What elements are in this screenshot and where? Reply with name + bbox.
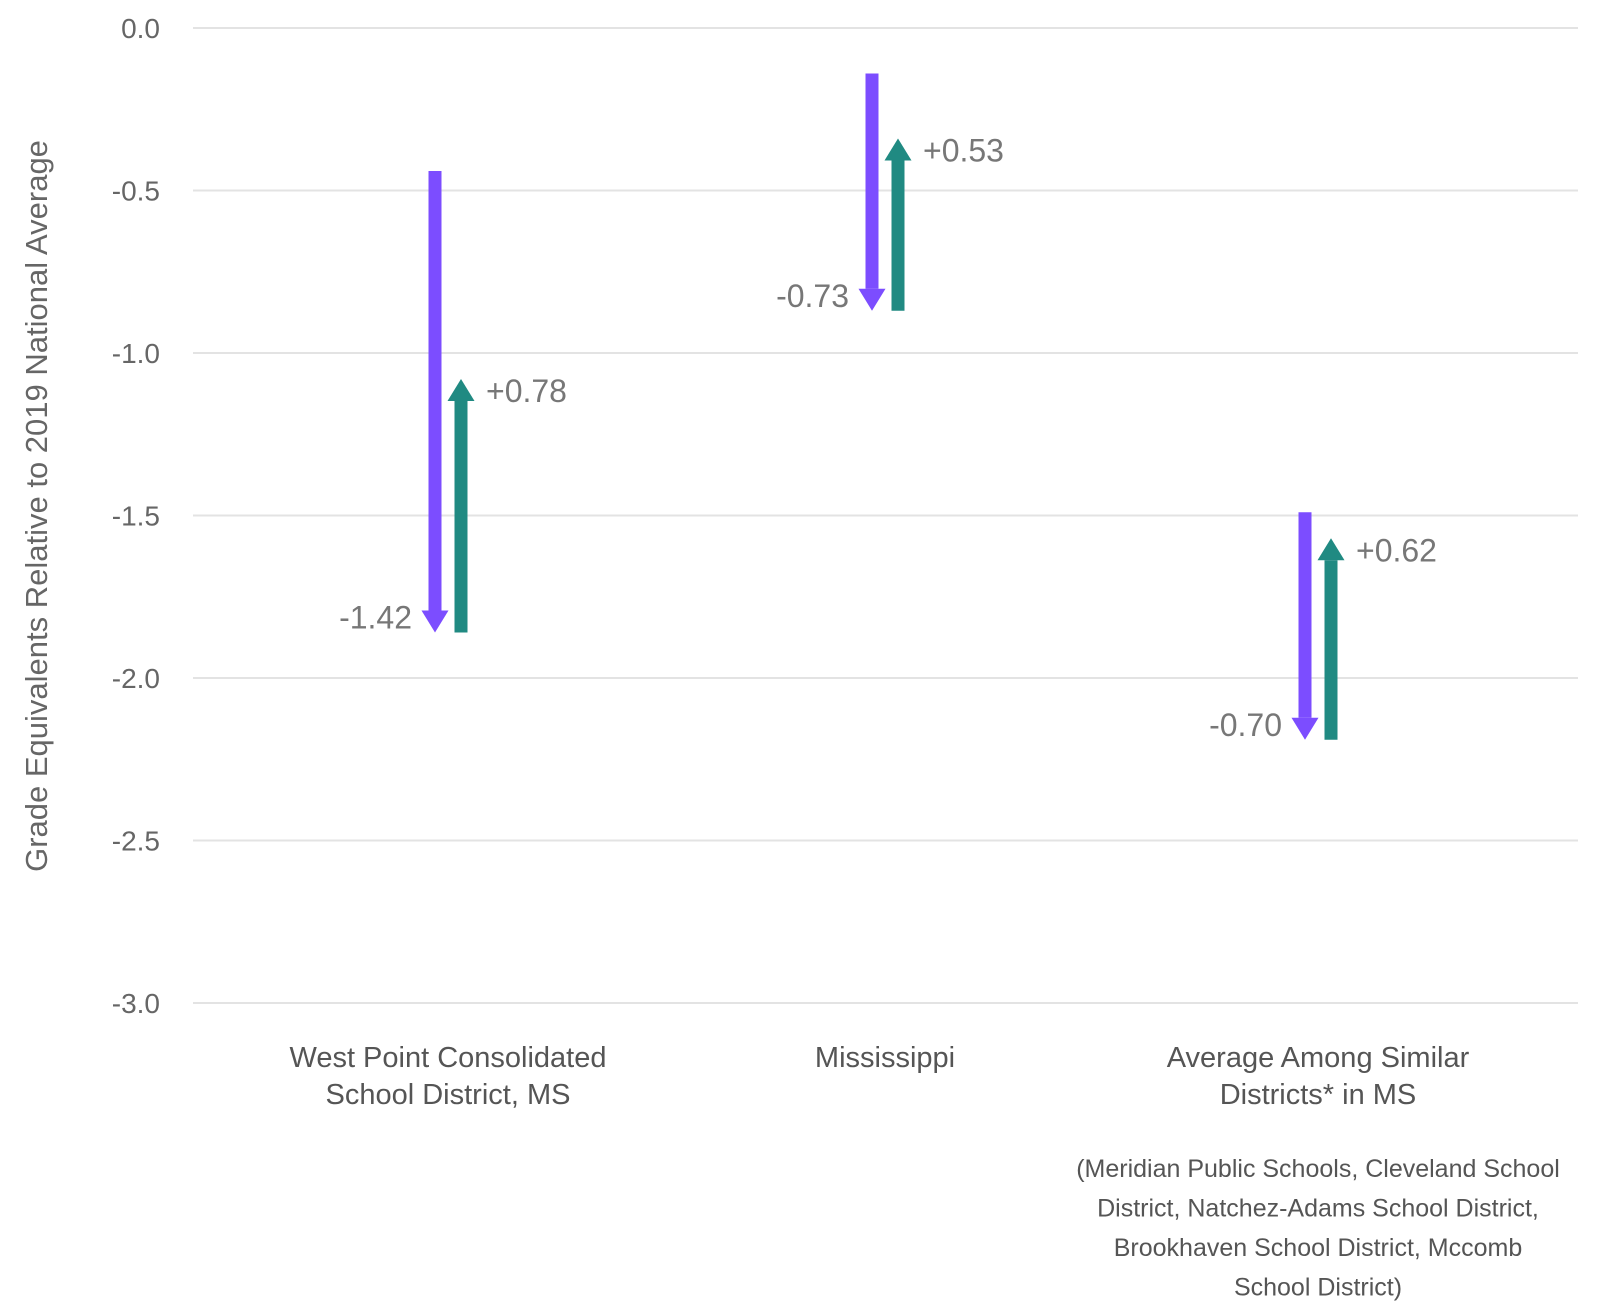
gridlines <box>193 27 1578 1004</box>
y-tick-label: -1.0 <box>112 338 160 369</box>
decline-arrow <box>421 171 449 633</box>
footnote-line: District, Natchez-Adams School District, <box>1097 1195 1539 1223</box>
recovery-value-label: +0.53 <box>923 133 1004 169</box>
recovery-arrow-shaft <box>454 401 468 633</box>
recovery-value-label: +0.78 <box>486 373 567 409</box>
category-labels: West Point Consolidated School District, … <box>289 1042 1469 1111</box>
recovery-arrow-head <box>1317 538 1345 561</box>
decline-arrow <box>1291 512 1319 740</box>
decline-value-label: -0.73 <box>776 278 849 314</box>
footnote: (Meridian Public Schools, Cleveland Scho… <box>1076 1155 1560 1302</box>
decline-arrow-head <box>858 288 886 311</box>
recovery-arrow-shaft <box>1324 560 1338 740</box>
recovery-arrow <box>1317 538 1345 740</box>
arrows: -1.42 +0.78 -0.73 +0.53 -0.70 +0.62 <box>339 73 1437 743</box>
decline-arrow-head <box>1291 717 1319 740</box>
footnote-line: (Meridian Public Schools, Cleveland Scho… <box>1076 1155 1560 1183</box>
y-axis-title: Grade Equivalents Relative to 2019 Natio… <box>19 140 54 872</box>
y-tick-label: -2.0 <box>112 663 160 694</box>
recovery-arrow <box>447 379 475 633</box>
footnote-line: Brookhaven School District, Mccomb <box>1114 1234 1522 1262</box>
decline-arrow-head <box>421 610 449 633</box>
category-label: Average Among Similar <box>1167 1042 1470 1074</box>
decline-arrow-shaft <box>428 171 442 611</box>
y-tick-label: -0.5 <box>112 176 160 207</box>
recovery-value-label: +0.62 <box>1356 532 1437 568</box>
recovery-arrow <box>884 138 912 311</box>
category-label: West Point Consolidated <box>289 1042 606 1074</box>
category-label: Mississippi <box>815 1042 955 1074</box>
y-tick-label: -2.5 <box>112 826 160 857</box>
y-tick-label: -1.5 <box>112 501 160 532</box>
decline-arrow-shaft <box>1298 512 1312 718</box>
decline-arrow-shaft <box>865 73 879 289</box>
category-label: School District, MS <box>326 1079 571 1111</box>
category-label: Districts* in MS <box>1220 1079 1417 1111</box>
decline-arrow <box>858 73 886 311</box>
recovery-arrow-head <box>447 379 475 401</box>
recovery-arrow-head <box>884 138 912 161</box>
decline-value-label: -1.42 <box>339 600 412 636</box>
footnote-line: School District) <box>1234 1274 1402 1302</box>
decline-value-label: -0.70 <box>1209 707 1282 743</box>
y-tick-labels: 0.0 -0.5 -1.0 -1.5 -2.0 -2.5 -3.0 <box>112 13 160 1019</box>
y-tick-label: 0.0 <box>121 13 160 44</box>
y-tick-label: -3.0 <box>112 988 160 1019</box>
recovery-arrow-shaft <box>891 160 905 311</box>
